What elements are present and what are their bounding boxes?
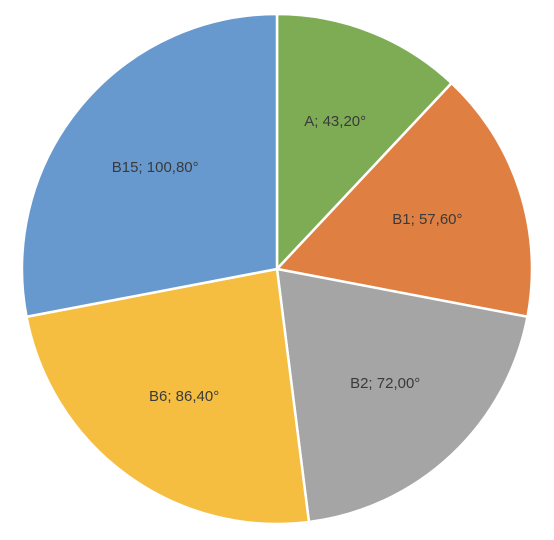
pie-label-b2: B2; 72,00° bbox=[350, 375, 420, 392]
pie-slice-b6 bbox=[25, 267, 311, 526]
pie-slice-b15 bbox=[20, 12, 279, 319]
pie-label-b15: B15; 100,80° bbox=[112, 159, 199, 176]
pie-slices bbox=[20, 12, 534, 526]
pie-labels: A; 43,20° B1; 57,60° B2; 72,00° B6; 86,40° B… bbox=[112, 113, 463, 405]
pie-slice-b1 bbox=[275, 81, 534, 319]
pie-label-a: A; 43,20° bbox=[304, 113, 366, 130]
pie-slice-b2 bbox=[275, 267, 529, 524]
pie-label-b1: B1; 57,60° bbox=[392, 211, 462, 228]
pie-slice-a bbox=[275, 12, 453, 271]
pie-label-b6: B6; 86,40° bbox=[149, 388, 219, 405]
